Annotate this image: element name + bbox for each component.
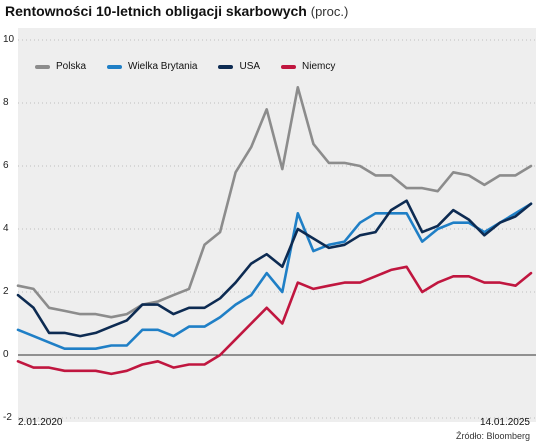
chart-title-main: Rentowności 10-letnich obligacji skarbow… <box>5 3 307 19</box>
legend-swatch <box>107 64 123 69</box>
legend: Polska Wielka Brytania USA Niemcy <box>35 61 335 72</box>
legend-swatch <box>281 64 297 69</box>
legend-label: Wielka Brytania <box>128 61 198 72</box>
legend-item-usa: USA <box>218 61 260 72</box>
legend-label: Polska <box>56 61 87 72</box>
source-note: Źródło: Bloomberg <box>455 431 530 441</box>
legend-label: USA <box>239 61 261 72</box>
y-tick-label: 8 <box>3 97 9 108</box>
legend-item-niemcy: Niemcy <box>281 61 335 72</box>
y-tick-label: 6 <box>3 160 9 171</box>
legend-swatch <box>218 64 234 69</box>
chart-title-unit: (proc.) <box>310 4 349 19</box>
series-line-polska <box>16 86 533 319</box>
x-start-label: 2.01.2020 <box>18 417 63 428</box>
y-tick-label: 2 <box>3 286 9 297</box>
legend-item-wielka-brytania: Wielka Brytania <box>107 61 197 72</box>
legend-item-polska: Polska <box>35 61 86 72</box>
chart-title: Rentowności 10-letnich obligacji skarbow… <box>5 3 348 19</box>
y-tick-label: 0 <box>3 349 9 360</box>
legend-swatch <box>35 64 50 69</box>
series-line-wielka-brytania <box>16 202 533 351</box>
legend-label: Niemcy <box>302 61 336 72</box>
y-tick-label: 10 <box>3 34 15 45</box>
y-tick-label: -2 <box>3 412 12 423</box>
x-end-label: 14.01.2025 <box>479 417 530 428</box>
y-tick-label: 4 <box>3 223 9 234</box>
series-line-usa <box>16 199 533 338</box>
series-line-niemcy <box>16 265 533 376</box>
